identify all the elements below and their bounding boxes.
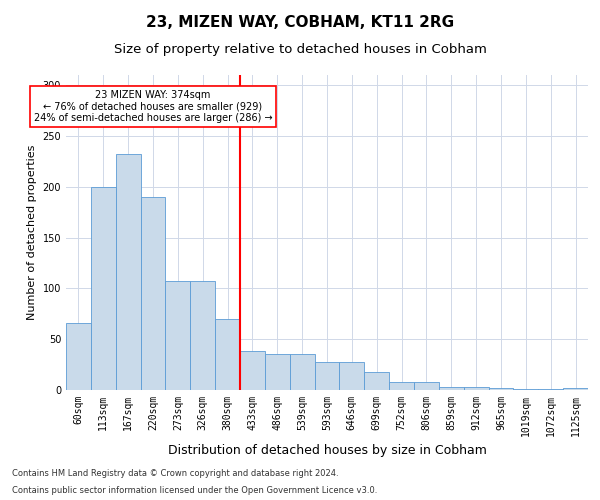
Bar	[140, 197, 166, 390]
Bar	[488, 388, 514, 390]
Text: 23 MIZEN WAY: 374sqm
← 76% of detached houses are smaller (929)
24% of semi-deta: 23 MIZEN WAY: 374sqm ← 76% of detached h…	[34, 90, 272, 124]
Bar	[439, 387, 464, 390]
Bar	[116, 154, 140, 390]
Bar	[240, 352, 265, 390]
Bar	[215, 319, 240, 390]
Text: Contains HM Land Registry data © Crown copyright and database right 2024.: Contains HM Land Registry data © Crown c…	[12, 468, 338, 477]
X-axis label: Distribution of detached houses by size in Cobham: Distribution of detached houses by size …	[167, 444, 487, 458]
Bar	[166, 282, 190, 390]
Text: Contains public sector information licensed under the Open Government Licence v3: Contains public sector information licen…	[12, 486, 377, 495]
Text: Size of property relative to detached houses in Cobham: Size of property relative to detached ho…	[113, 42, 487, 56]
Bar	[91, 187, 116, 390]
Bar	[314, 362, 340, 390]
Bar	[265, 354, 290, 390]
Bar	[414, 382, 439, 390]
Bar	[66, 323, 91, 390]
Text: 23, MIZEN WAY, COBHAM, KT11 2RG: 23, MIZEN WAY, COBHAM, KT11 2RG	[146, 15, 454, 30]
Bar	[563, 388, 588, 390]
Y-axis label: Number of detached properties: Number of detached properties	[27, 145, 37, 320]
Bar	[364, 372, 389, 390]
Bar	[340, 362, 364, 390]
Bar	[464, 387, 488, 390]
Bar	[389, 382, 414, 390]
Bar	[538, 389, 563, 390]
Bar	[290, 354, 314, 390]
Bar	[514, 389, 538, 390]
Bar	[190, 282, 215, 390]
